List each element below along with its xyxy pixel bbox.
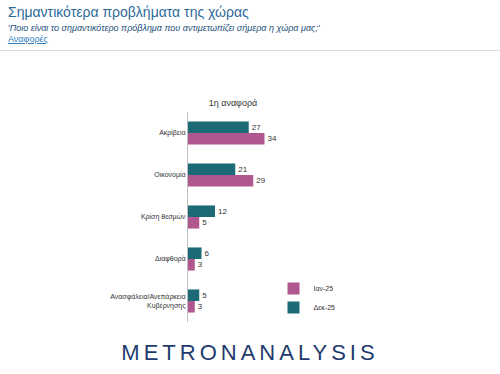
svg-text:29: 29 bbox=[256, 176, 265, 185]
svg-text:Κρίση θεσμών: Κρίση θεσμών bbox=[141, 213, 186, 221]
svg-text:Δεκ-25: Δεκ-25 bbox=[314, 304, 336, 311]
html-text:Σημαντικότερα προβλήματα της χ: Σημαντικότερα προβλήματα της χώρας bbox=[8, 4, 249, 20]
svg-text:Ανασφάλεια/ΑνεπάρκειαΚυβέρνηση: Ανασφάλεια/ΑνεπάρκειαΚυβέρνησης bbox=[110, 293, 186, 310]
svg-text:1η αναφορά: 1η αναφορά bbox=[209, 98, 258, 108]
svg-text:12: 12 bbox=[218, 207, 227, 216]
svg-text:Ακρίβεια: Ακρίβεια bbox=[159, 129, 185, 137]
svg-text:6: 6 bbox=[205, 249, 210, 258]
svg-text:5: 5 bbox=[202, 218, 207, 227]
svg-text:34: 34 bbox=[268, 134, 277, 143]
svg-text:21: 21 bbox=[238, 165, 247, 174]
svg-text:Διαφθορά: Διαφθορά bbox=[155, 255, 186, 263]
html-text:METRONANALYSIS: METRONANALYSIS bbox=[121, 340, 379, 365]
svg-text:3: 3 bbox=[198, 302, 203, 311]
html-text:Αναφορές: Αναφορές bbox=[8, 34, 48, 44]
html-text:'Ποιο είναι το σημαντικότερο π: 'Ποιο είναι το σημαντικότερο πρόβλημα πο… bbox=[8, 23, 320, 33]
svg-text:27: 27 bbox=[252, 123, 261, 132]
svg-text:Οικονομία: Οικονομία bbox=[154, 171, 185, 179]
svg-text:3: 3 bbox=[198, 260, 203, 269]
svg-text:Ιαν-25: Ιαν-25 bbox=[314, 285, 334, 292]
svg-text:5: 5 bbox=[202, 291, 207, 300]
